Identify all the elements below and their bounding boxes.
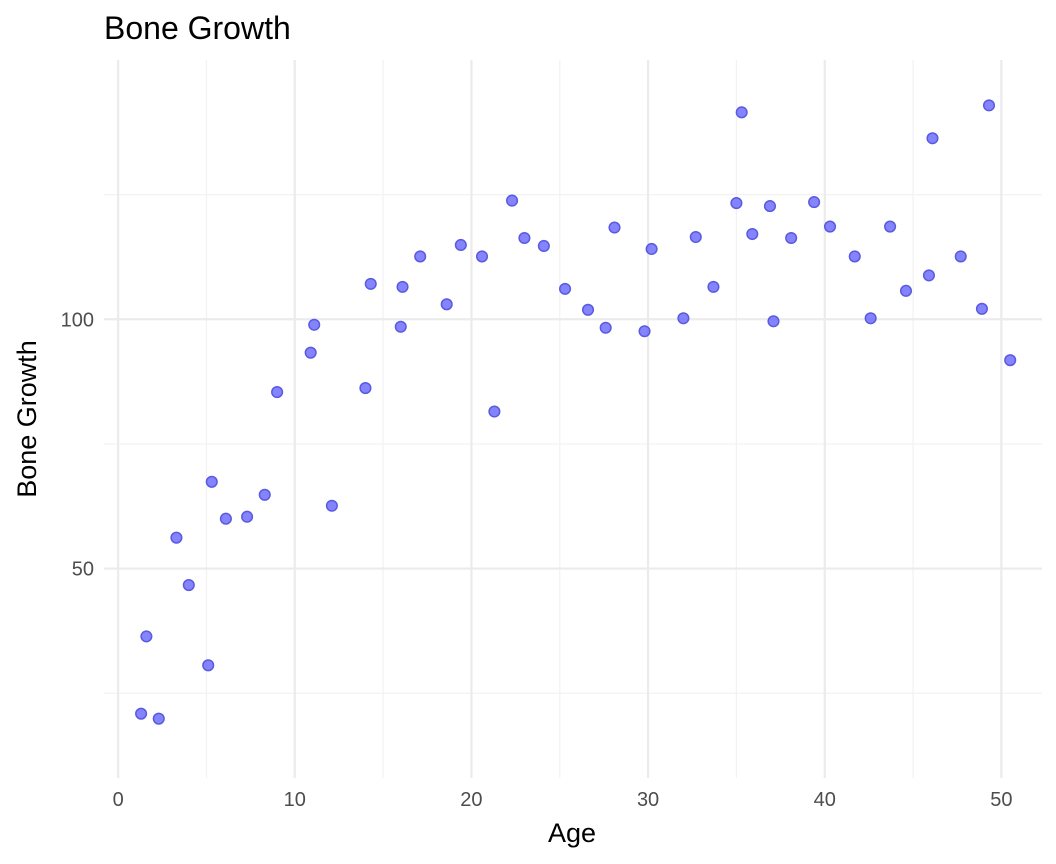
data-point-14 xyxy=(359,382,372,395)
data-point-25 xyxy=(537,239,550,253)
x-tick-label-1: 10 xyxy=(284,789,306,811)
x-tick-label-4: 40 xyxy=(814,789,836,811)
data-point-49 xyxy=(954,250,967,263)
data-point-20 xyxy=(454,238,467,252)
data-point-46 xyxy=(899,284,913,297)
y-tick-label-1: 100 xyxy=(61,309,94,331)
data-point-11 xyxy=(304,346,317,359)
minor-gridlines xyxy=(104,60,1042,778)
data-point-2 xyxy=(152,712,165,725)
data-point-34 xyxy=(707,280,720,293)
data-point-7 xyxy=(219,512,232,525)
data-point-13 xyxy=(325,499,338,512)
x-axis-title: Age xyxy=(548,818,596,848)
data-point-0 xyxy=(135,707,148,720)
x-tick-label-2: 20 xyxy=(460,789,482,811)
tick-labels: 0 10 20 30 40 50 50 100 xyxy=(61,309,1013,811)
data-point-27 xyxy=(581,303,595,316)
y-tick-label-0: 50 xyxy=(72,559,94,581)
major-gridlines xyxy=(104,60,1042,778)
data-point-16 xyxy=(394,320,407,333)
data-point-3 xyxy=(170,531,183,544)
data-point-23 xyxy=(506,194,519,207)
data-point-10 xyxy=(271,386,284,399)
data-point-36 xyxy=(735,106,748,119)
data-point-35 xyxy=(730,197,743,210)
data-point-50 xyxy=(975,302,988,315)
data-point-24 xyxy=(518,231,531,245)
data-points xyxy=(135,99,1017,725)
data-point-40 xyxy=(785,231,798,245)
data-point-18 xyxy=(414,250,427,263)
x-tick-label-5: 50 xyxy=(990,789,1012,811)
data-point-42 xyxy=(823,220,837,233)
data-point-28 xyxy=(599,321,612,334)
data-point-17 xyxy=(396,280,409,293)
data-point-1 xyxy=(140,630,153,643)
data-point-31 xyxy=(645,242,658,256)
data-point-37 xyxy=(746,227,759,241)
y-axis-title: Bone Growth xyxy=(12,340,42,498)
data-point-22 xyxy=(488,405,501,418)
data-point-9 xyxy=(258,488,271,501)
data-point-43 xyxy=(848,250,861,263)
data-point-15 xyxy=(364,277,377,290)
data-point-52 xyxy=(1004,354,1017,367)
data-point-39 xyxy=(767,315,780,328)
data-point-45 xyxy=(884,220,897,233)
data-point-21 xyxy=(475,250,489,263)
data-point-6 xyxy=(205,475,218,488)
data-point-33 xyxy=(689,230,702,244)
data-point-41 xyxy=(808,196,821,209)
data-point-32 xyxy=(677,312,690,325)
chart-title: Bone Growth xyxy=(104,10,291,46)
data-point-48 xyxy=(926,132,939,145)
data-point-47 xyxy=(922,269,935,282)
data-point-4 xyxy=(182,578,195,592)
data-point-38 xyxy=(763,200,777,213)
x-tick-label-0: 0 xyxy=(113,789,124,811)
data-point-51 xyxy=(982,99,996,112)
data-point-12 xyxy=(308,318,321,331)
x-tick-label-3: 30 xyxy=(637,789,659,811)
data-point-29 xyxy=(608,221,621,234)
data-point-5 xyxy=(202,659,215,672)
data-point-8 xyxy=(241,510,254,523)
data-point-30 xyxy=(638,325,651,338)
data-point-44 xyxy=(864,312,877,325)
data-point-26 xyxy=(559,282,572,295)
data-point-19 xyxy=(440,298,453,311)
